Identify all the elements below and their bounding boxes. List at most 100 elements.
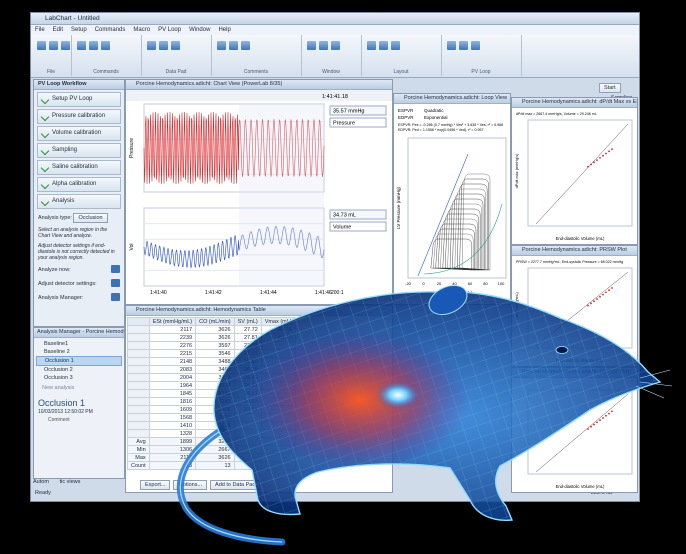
ribbon-icon[interactable] — [367, 41, 376, 50]
fit-line — [535, 123, 629, 225]
pv-loop — [456, 183, 488, 271]
x-tick: 60 — [468, 281, 473, 286]
analysis-type-select[interactable]: Occlusion — [73, 213, 108, 223]
auto-label: Autom — [33, 479, 49, 485]
start-button[interactable]: Start — [599, 83, 621, 93]
action-label: Adjust detector settings: — [38, 281, 97, 287]
action-button[interactable] — [111, 293, 120, 301]
plot-x-label: End-diastolic Volume (mL) — [556, 236, 605, 241]
am-item[interactable]: Baseline 2 — [44, 349, 70, 355]
step-list: Setup PV Loop Pressure calibration Volume … — [34, 92, 124, 209]
ribbon-icon[interactable] — [101, 41, 110, 50]
channel-select — [329, 117, 387, 128]
analysis-manager: Analysis Manager - Porcine Hemodyn... Ba… — [33, 327, 125, 479]
point — [605, 414, 607, 417]
point — [587, 165, 589, 168]
pv-loop — [444, 208, 481, 271]
menu-item[interactable]: File — [35, 27, 45, 33]
waveform — [143, 112, 325, 185]
ribbon-icon[interactable] — [171, 41, 180, 50]
ribbon-icon[interactable] — [307, 41, 316, 50]
workflow-panel: PV Loop Workflow Setup PV Loop Pressure c… — [33, 79, 125, 327]
menu-bar: File Edit Setup Commands Macro PV Loop Window H… — [31, 25, 639, 35]
am-item[interactable]: Occlusion 2 — [44, 367, 73, 373]
table-button[interactable]: Options... — [173, 480, 208, 490]
point — [602, 293, 604, 296]
workflow-step[interactable]: Volume calibration — [37, 126, 121, 141]
ribbon-group: Window — [301, 35, 362, 76]
ribbon-icon[interactable] — [447, 41, 456, 50]
workflow-step[interactable]: Saline calibration — [37, 160, 121, 175]
ribbon-icon[interactable] — [379, 41, 388, 50]
ribbon-icon[interactable] — [77, 41, 86, 50]
table-buttons: Export... Options... Add to Data Pad — [140, 480, 263, 490]
status-ready: Ready — [35, 490, 51, 496]
ribbon-icon[interactable] — [459, 41, 468, 50]
menu-item[interactable]: PV Loop — [158, 27, 182, 33]
status-size: 222.5 kB — [591, 490, 613, 496]
am-item[interactable]: Occlusion 1 — [36, 356, 122, 366]
ribbon-icon[interactable] — [331, 41, 340, 50]
pv-loop — [449, 198, 484, 271]
ribbon-icon[interactable] — [229, 41, 238, 50]
plot-y-label: dP/dt max (mmHg/s) — [515, 153, 519, 189]
pv-loop — [459, 178, 489, 271]
rat-tail-edge — [179, 429, 283, 543]
ribbon-icon[interactable] — [89, 41, 98, 50]
menu-item[interactable]: Help — [218, 27, 231, 33]
ribbon-icon[interactable] — [241, 41, 250, 50]
action-button[interactable] — [111, 279, 120, 287]
action-button[interactable] — [111, 265, 120, 273]
table-button[interactable]: Export... — [140, 480, 171, 490]
ribbon-group: Layout — [361, 35, 442, 76]
selection — [239, 104, 324, 286]
plot-x-label: End-diastolic Volume (mL) — [556, 484, 605, 489]
menu-item[interactable]: Edit — [52, 27, 64, 33]
am-item[interactable]: Occlusion 3 — [44, 375, 73, 381]
loop-view-title: Porcine Hemodynamics.adicht: Loop View — [394, 94, 510, 104]
am-item[interactable]: Baseline1 — [44, 341, 69, 347]
ribbon-icon[interactable] — [159, 41, 168, 50]
ribbon-group: PV Loop — [441, 35, 522, 76]
window-title: LabChart - Untitled — [45, 15, 100, 22]
point — [605, 291, 607, 294]
menu-item[interactable]: Setup — [71, 27, 87, 33]
chart-view-canvas: 1:41:41.18 Pressure 35.57 mmHg Pressure Vol 3… — [126, 90, 392, 296]
workflow-step[interactable]: Sampling — [37, 143, 121, 158]
ribbon-icon[interactable] — [319, 41, 328, 50]
channel-axis-label: Vol — [129, 244, 135, 251]
workflow-step[interactable]: Setup PV Loop — [37, 92, 121, 107]
menu-item[interactable]: Window — [189, 27, 211, 33]
menu-item[interactable]: Macro — [133, 27, 151, 33]
time-tick: 1:41:40 — [150, 290, 167, 296]
workflow-step[interactable]: Alpha calibration — [37, 177, 121, 192]
views-label: tic views — [59, 479, 81, 485]
point — [587, 428, 589, 430]
new-analysis[interactable]: New analysis — [42, 385, 75, 391]
plot-equation: dP/dt max = 2667.4 mmHg/s, Volume = 29.2… — [516, 112, 597, 116]
channel-name: Volume — [333, 225, 351, 231]
ribbon-icon[interactable] — [147, 41, 156, 50]
ribbon-icon[interactable] — [37, 41, 46, 50]
comment-label: Comment — [48, 417, 70, 423]
point — [608, 412, 610, 415]
rat-eye — [555, 346, 569, 354]
workflow-step[interactable]: Pressure calibration — [37, 109, 121, 124]
fit-type: Quadratic — [424, 108, 444, 113]
ribbon-icon[interactable] — [61, 41, 70, 50]
ribbon-icon[interactable] — [49, 41, 58, 50]
ribbon-icon[interactable] — [217, 41, 226, 50]
pv-loop — [452, 193, 485, 271]
ribbon-icon[interactable] — [471, 41, 480, 50]
point — [596, 159, 598, 161]
point — [608, 289, 610, 292]
equation: ESPVR: Pes = -0.286 (0.7 mmHg) * Ves² + … — [398, 123, 503, 127]
workflow-step[interactable]: Analysis — [37, 194, 121, 209]
ribbon-group-label: Commands — [93, 69, 119, 75]
ribbon-icon[interactable] — [391, 41, 400, 50]
time-readout: 1:41:41.18 — [322, 94, 348, 100]
plot-panel: Porcine Hemodynamics.adicht: dP/dt Max v… — [511, 97, 638, 245]
plot-area — [527, 119, 633, 227]
menu-item[interactable]: Commands — [94, 27, 126, 33]
channel-name: Pressure — [333, 121, 355, 127]
